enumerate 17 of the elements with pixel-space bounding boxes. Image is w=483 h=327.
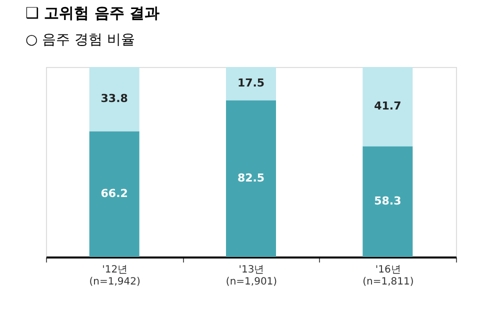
chart-subtitle: ○ 음주 경험 비율 [26,32,136,48]
bar [226,67,276,100]
bar [89,67,140,132]
chart-title: ❑ 고위험 음주 결과 [26,4,160,22]
x-tick-label: '13년 (n=1,901) [226,264,278,288]
bar [362,67,413,146]
bar [226,100,276,257]
data-label: 17.5 [237,76,265,90]
data-label: 41.7 [374,100,402,113]
bar [362,146,413,257]
bar [89,131,140,257]
data-label: 33.8 [100,92,128,106]
x-tick-label: '12년 (n=1,942) [89,264,140,288]
data-label: 66.2 [100,187,128,200]
data-label: 82.5 [237,172,265,185]
x-tick-label: '16년 (n=1,811) [362,264,414,288]
data-label: 58.3 [374,194,402,208]
